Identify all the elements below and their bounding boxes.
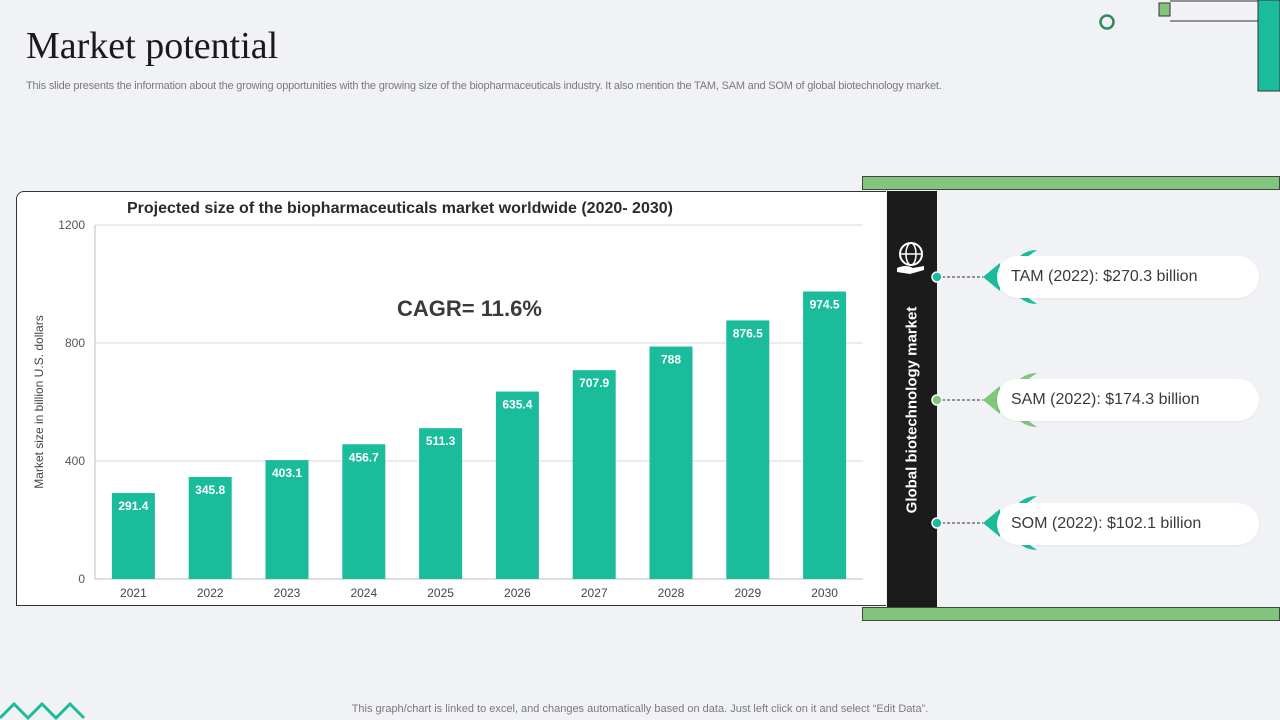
- data-label: 345.8: [195, 483, 225, 497]
- cagr-annotation: CAGR= 11.6%: [397, 296, 542, 321]
- bar-chart[interactable]: 0 400 800 1200 Market size in billion U.S. d…: [17, 192, 887, 607]
- data-label: 456.7: [349, 450, 379, 464]
- page-title: Market potential: [26, 25, 279, 67]
- x-tick-label: 2023: [274, 586, 301, 600]
- x-tick-label: 2027: [581, 586, 608, 600]
- sam-text: SAM (2022): $174.3 billion: [1011, 391, 1200, 408]
- market-band: [887, 191, 937, 607]
- bar-2021: [111, 493, 155, 579]
- bar-2029: [726, 320, 770, 579]
- page-subtitle: This slide presents the information abou…: [26, 80, 942, 92]
- data-label: 876.5: [733, 326, 763, 340]
- chart-container[interactable]: Projected size of the biopharmaceuticals…: [16, 191, 886, 606]
- footer-note: This graph/chart is linked to excel, and…: [351, 703, 929, 715]
- bar-2027: [572, 370, 616, 579]
- data-label: 635.4: [502, 398, 532, 412]
- market-connectors: [931, 250, 1037, 550]
- y-axis-label: Market size in billion U.S. dollars: [32, 315, 46, 488]
- x-tick-label: 2029: [734, 586, 761, 600]
- x-tick-label: 2025: [427, 586, 454, 600]
- connector-dot: [931, 271, 943, 283]
- data-label: 788: [661, 353, 681, 367]
- y-tick-label: 400: [65, 454, 85, 468]
- decorative-zigzag: [0, 701, 86, 720]
- data-label: 511.3: [426, 434, 456, 448]
- x-tick-label: 2022: [197, 586, 224, 600]
- globe-hand-icon: [897, 242, 924, 274]
- bar-2022: [188, 476, 232, 579]
- sam-pill: SAM (2022): $174.3 billion: [997, 379, 1259, 421]
- connector-pointer: [983, 386, 1000, 414]
- panel-bottom-bar: [862, 607, 1280, 621]
- data-label: 974.5: [810, 298, 840, 312]
- connector-dot: [931, 517, 943, 529]
- y-tick-label: 0: [78, 572, 85, 586]
- data-label: 403.1: [272, 466, 302, 480]
- market-band-label: Global biotechnology market: [903, 306, 921, 514]
- connector-dot: [931, 394, 943, 406]
- bar-2023: [265, 460, 309, 579]
- y-tick-label: 800: [65, 336, 85, 350]
- decorative-corner-shapes: [1099, 0, 1280, 92]
- data-label: 291.4: [118, 499, 148, 513]
- som-pill: SOM (2022): $102.1 billion: [997, 503, 1259, 545]
- tam-text: TAM (2022): $270.3 billion: [1011, 268, 1198, 285]
- x-tick-label: 2030: [811, 586, 838, 600]
- bar-2028: [649, 346, 693, 579]
- som-text: SOM (2022): $102.1 billion: [1011, 515, 1202, 532]
- tam-pill: TAM (2022): $270.3 billion: [997, 256, 1259, 298]
- panel-top-bar: [862, 176, 1280, 190]
- chart-title: Projected size of the biopharmaceuticals…: [127, 200, 673, 217]
- bar-2026: [495, 391, 539, 579]
- x-tick-label: 2021: [120, 586, 147, 600]
- bar-2025: [419, 428, 463, 579]
- bar-2024: [342, 444, 386, 579]
- bar-2030: [803, 291, 847, 579]
- y-tick-label: 1200: [58, 218, 85, 232]
- x-tick-label: 2028: [658, 586, 685, 600]
- x-tick-label: 2026: [504, 586, 531, 600]
- x-tick-label: 2024: [350, 586, 377, 600]
- connector-pointer: [983, 509, 1000, 537]
- data-label: 707.9: [579, 376, 609, 390]
- connector-pointer: [983, 263, 1000, 291]
